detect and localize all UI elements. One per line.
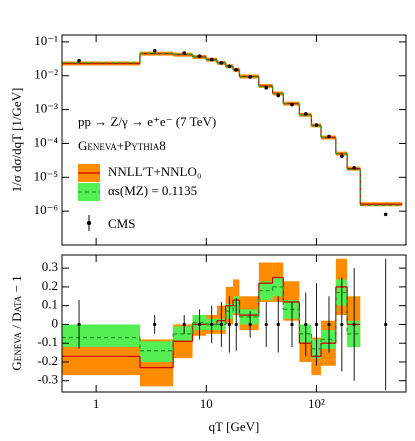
data-point <box>210 322 214 327</box>
data-point <box>290 322 294 327</box>
data-point <box>314 123 319 127</box>
data-point <box>248 322 252 327</box>
y-tick-label: 0.2 <box>42 278 58 293</box>
x-tick-label: 1 <box>93 396 100 411</box>
data-point <box>340 154 344 159</box>
y-tick-label: 10⁻⁴ <box>34 134 59 149</box>
annotation: pp → Z/γ → e⁺e⁻ (7 TeV) <box>78 114 216 129</box>
x-axis-label: qT [GeV] <box>209 419 260 434</box>
data-point <box>340 322 344 327</box>
data-point <box>153 322 157 327</box>
data-point <box>290 102 294 107</box>
data-point <box>384 322 388 327</box>
y-axis-label: Geneva / Data − 1 <box>9 275 24 370</box>
data-point <box>197 54 202 58</box>
frame <box>61 254 407 393</box>
legend-marker <box>86 220 92 226</box>
band <box>272 277 284 297</box>
frame <box>61 34 407 246</box>
data-point <box>234 322 238 327</box>
data-point <box>209 57 214 62</box>
data-point <box>264 322 268 327</box>
data-point <box>383 212 388 217</box>
band <box>62 324 140 347</box>
data-point <box>303 112 308 116</box>
data-point <box>352 322 356 327</box>
data-point <box>264 86 269 90</box>
data-point <box>276 322 280 327</box>
data-point <box>219 322 223 327</box>
data-point <box>77 322 81 327</box>
y-axis-label: 1/σ dσ/dqT [1/GeV] <box>9 88 24 193</box>
data-point <box>77 58 81 63</box>
data-point <box>227 64 232 69</box>
data-point <box>304 322 308 327</box>
y-tick-label: -0.2 <box>37 353 58 368</box>
legend-label: NNLL′T+NNLO₀ <box>108 164 201 179</box>
data-point <box>327 322 331 327</box>
data-point <box>352 166 356 170</box>
data-point <box>227 322 231 327</box>
y-tick-label: 0.1 <box>42 297 58 312</box>
x-tick-label: 10² <box>308 396 325 411</box>
x-tick-label: 10 <box>200 396 213 411</box>
y-tick-label: 10⁻² <box>34 67 58 82</box>
annotation: Geneva+Pythia8 <box>78 138 166 153</box>
y-tick-label: -0.1 <box>37 334 58 349</box>
y-tick-label: 0 <box>52 315 59 330</box>
data-point <box>276 93 281 98</box>
y-tick-label: -0.3 <box>37 372 58 387</box>
data-point <box>182 51 186 55</box>
y-tick-label: 10⁻³ <box>34 101 58 116</box>
data-point <box>248 75 252 79</box>
legend-label: CMS <box>108 216 135 231</box>
data-point <box>182 322 186 327</box>
band <box>258 281 273 301</box>
data-point <box>234 67 239 72</box>
data-point <box>314 322 319 327</box>
data-point <box>219 61 224 65</box>
data-point <box>152 48 157 53</box>
plot-area <box>62 48 403 217</box>
y-tick-label: 10⁻¹ <box>34 33 58 48</box>
data-point <box>198 322 202 327</box>
y-tick-label: 10⁻⁵ <box>34 168 58 183</box>
legend-label: αs(MZ) = 0.1135 <box>108 183 197 198</box>
data-point <box>327 134 331 139</box>
band <box>139 341 174 362</box>
y-tick-label: 0.3 <box>42 259 58 274</box>
y-tick-label: 10⁻⁶ <box>34 202 58 217</box>
plot-area <box>62 258 388 391</box>
